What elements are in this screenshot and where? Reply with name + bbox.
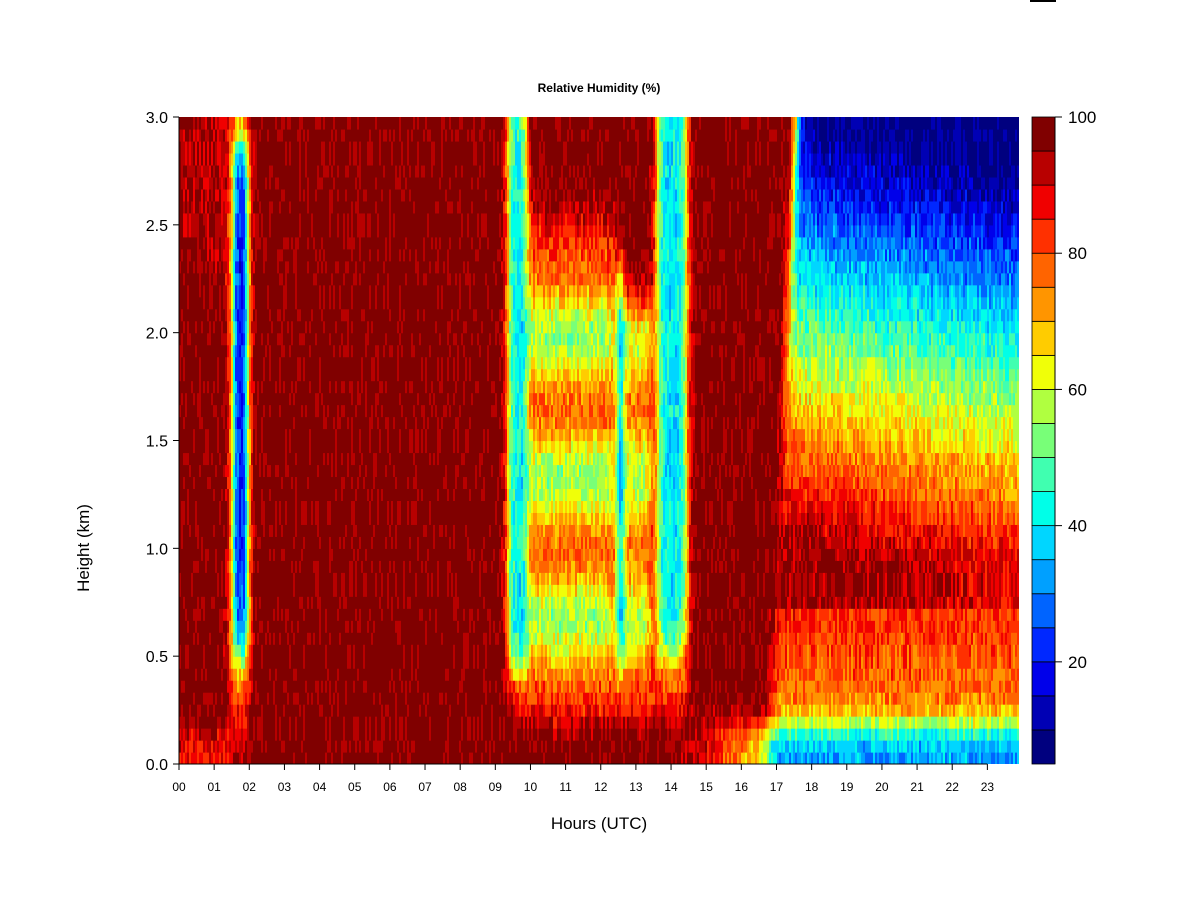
- plot-area: [179, 117, 1020, 765]
- chart-title: Relative Humidity (%): [538, 81, 661, 95]
